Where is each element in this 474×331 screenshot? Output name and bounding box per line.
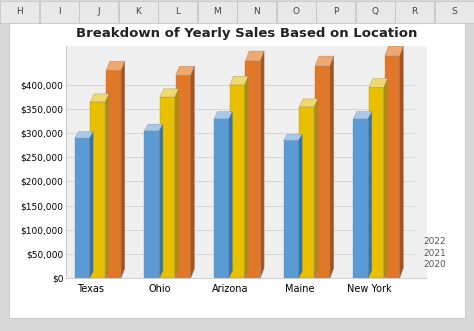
Polygon shape xyxy=(246,61,260,278)
Polygon shape xyxy=(176,75,191,278)
FancyBboxPatch shape xyxy=(395,1,434,23)
Text: L: L xyxy=(175,7,180,16)
FancyBboxPatch shape xyxy=(119,1,157,23)
Text: 2022: 2022 xyxy=(423,237,446,246)
Polygon shape xyxy=(245,76,248,278)
Text: I: I xyxy=(58,7,61,16)
Polygon shape xyxy=(300,99,318,107)
Polygon shape xyxy=(214,112,233,119)
Text: M: M xyxy=(213,7,221,16)
Polygon shape xyxy=(91,102,105,278)
Polygon shape xyxy=(353,112,372,119)
Polygon shape xyxy=(160,89,179,97)
FancyBboxPatch shape xyxy=(80,1,118,23)
Polygon shape xyxy=(191,66,194,278)
Text: Q: Q xyxy=(372,7,379,16)
Text: 2020: 2020 xyxy=(423,260,446,269)
Polygon shape xyxy=(330,56,334,278)
Polygon shape xyxy=(214,119,229,278)
Text: 2021: 2021 xyxy=(423,249,446,259)
Polygon shape xyxy=(384,79,388,278)
Polygon shape xyxy=(121,61,125,278)
FancyBboxPatch shape xyxy=(40,1,79,23)
Polygon shape xyxy=(385,56,400,278)
FancyBboxPatch shape xyxy=(317,1,355,23)
Polygon shape xyxy=(283,140,299,278)
Polygon shape xyxy=(229,112,233,278)
Polygon shape xyxy=(144,124,163,131)
Polygon shape xyxy=(369,79,388,87)
Polygon shape xyxy=(176,66,194,75)
Polygon shape xyxy=(91,94,109,102)
Text: R: R xyxy=(411,7,418,16)
FancyBboxPatch shape xyxy=(158,1,197,23)
Text: K: K xyxy=(135,7,141,16)
Title: Breakdown of Yearly Sales Based on Location: Breakdown of Yearly Sales Based on Locat… xyxy=(76,26,417,40)
Polygon shape xyxy=(175,89,179,278)
FancyBboxPatch shape xyxy=(237,1,276,23)
Polygon shape xyxy=(106,71,121,278)
Polygon shape xyxy=(230,85,245,278)
Polygon shape xyxy=(105,94,109,278)
FancyBboxPatch shape xyxy=(0,1,39,23)
Polygon shape xyxy=(74,138,90,278)
Polygon shape xyxy=(90,132,93,278)
Polygon shape xyxy=(159,124,163,278)
Polygon shape xyxy=(369,87,384,278)
Text: H: H xyxy=(17,7,23,16)
Polygon shape xyxy=(299,134,302,278)
Polygon shape xyxy=(300,107,314,278)
Polygon shape xyxy=(283,134,302,140)
Text: N: N xyxy=(254,7,260,16)
Polygon shape xyxy=(246,51,264,61)
Text: J: J xyxy=(98,7,100,16)
Text: S: S xyxy=(451,7,457,16)
Polygon shape xyxy=(315,66,330,278)
Polygon shape xyxy=(260,51,264,278)
Text: O: O xyxy=(293,7,300,16)
Text: P: P xyxy=(333,7,338,16)
Polygon shape xyxy=(400,46,403,278)
Polygon shape xyxy=(144,131,159,278)
FancyBboxPatch shape xyxy=(198,1,237,23)
FancyBboxPatch shape xyxy=(435,1,474,23)
Polygon shape xyxy=(314,99,318,278)
Polygon shape xyxy=(315,56,334,66)
FancyBboxPatch shape xyxy=(356,1,394,23)
Polygon shape xyxy=(160,97,175,278)
FancyBboxPatch shape xyxy=(277,1,316,23)
FancyBboxPatch shape xyxy=(9,23,465,318)
Polygon shape xyxy=(353,119,368,278)
Polygon shape xyxy=(368,112,372,278)
Polygon shape xyxy=(106,61,125,71)
Polygon shape xyxy=(230,76,248,85)
Polygon shape xyxy=(74,132,93,138)
Polygon shape xyxy=(385,46,403,56)
